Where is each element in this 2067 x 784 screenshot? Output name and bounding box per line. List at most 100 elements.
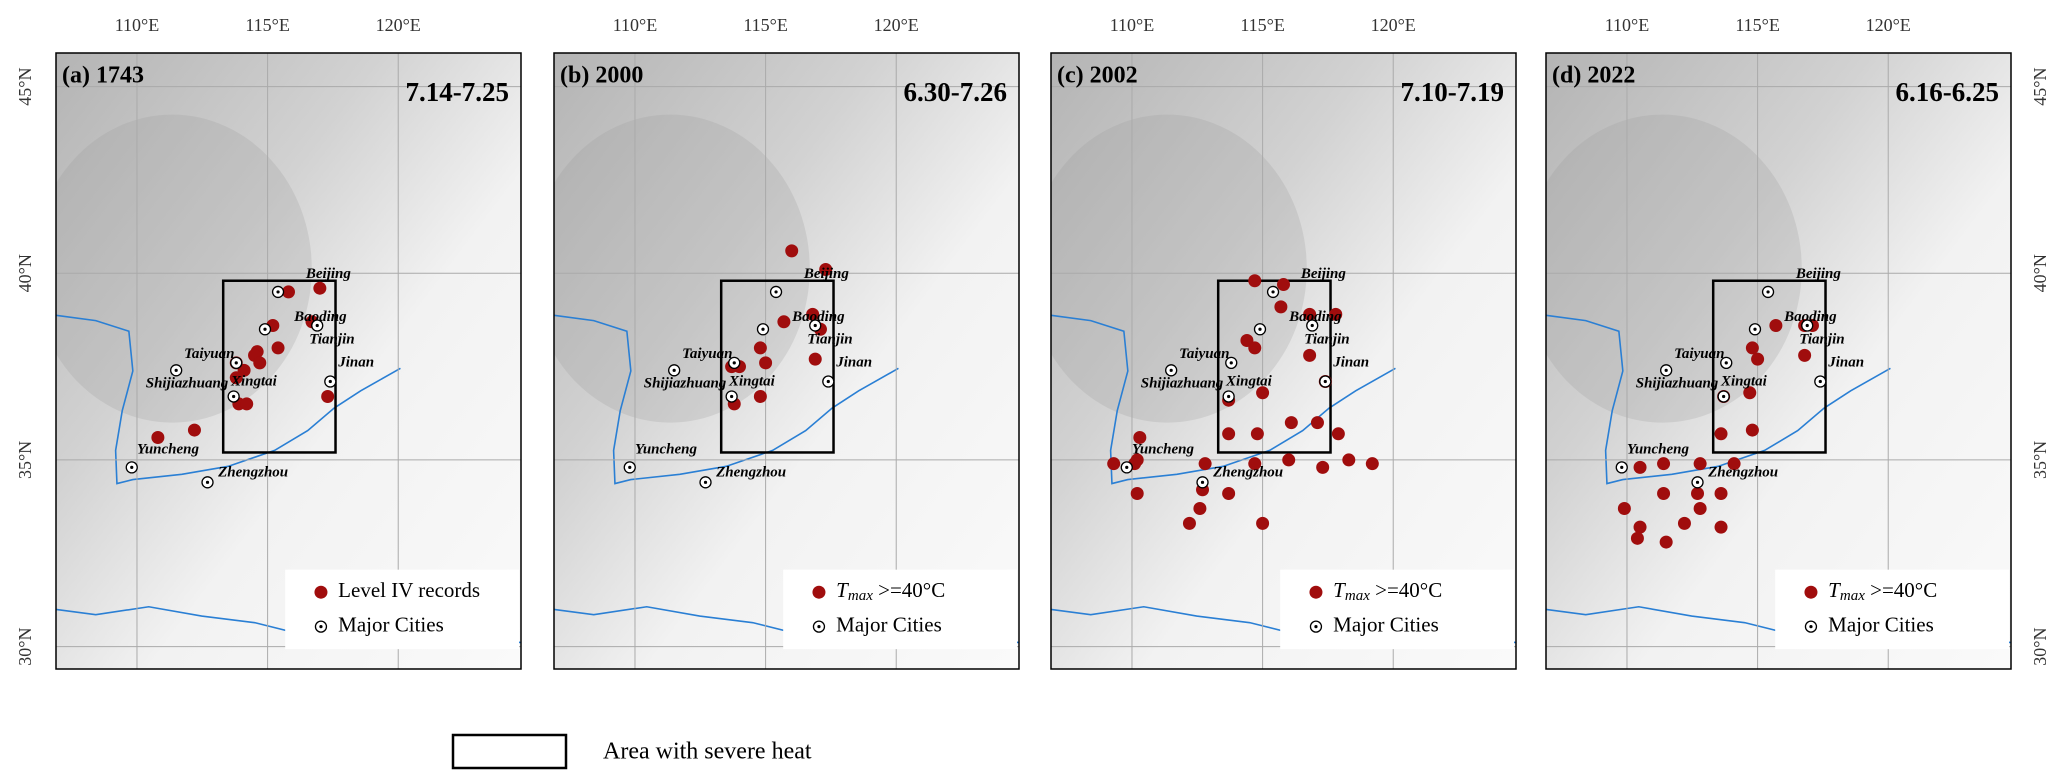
mountains — [56, 114, 312, 423]
legend-point-label: Tmax >=40°C — [1828, 578, 1937, 605]
city-marker-dot — [1805, 323, 1809, 328]
heat-box — [221, 279, 337, 454]
heat-point — [759, 356, 773, 370]
heat-box-legend-label: Area with severe heat — [603, 739, 812, 765]
heat-point — [1222, 487, 1236, 501]
legend-city-dot — [1314, 625, 1318, 629]
river — [554, 314, 899, 485]
city-marker-dot — [774, 290, 778, 294]
legend-text-part: T — [836, 578, 849, 602]
heat-point — [1248, 274, 1262, 288]
heat-point — [1222, 427, 1236, 441]
mountains — [554, 114, 810, 423]
lon-tick-label: 115°E — [743, 15, 788, 35]
period-label: 7.14-7.25 — [406, 77, 510, 107]
city-marker-dot — [1722, 394, 1726, 399]
lon-tick-label: 110°E — [1605, 15, 1650, 35]
heat-point — [1769, 319, 1783, 333]
city-marker-dot — [130, 465, 134, 469]
heat-point — [1691, 487, 1705, 501]
city-marker-dot — [1227, 394, 1231, 399]
city-label: Shijiazhuang — [1141, 376, 1224, 392]
city-marker-dot — [232, 394, 236, 399]
city-marker-dot — [628, 465, 632, 469]
city-label: Beijing — [305, 266, 352, 282]
map-panel: Beijing Baoding Tianjin Taiyuan Shijiazhuang… — [1545, 15, 2050, 670]
heat-point — [1714, 487, 1728, 501]
heat-point — [1659, 535, 1673, 549]
legend-point-label: Level IV records — [338, 578, 480, 602]
city-label: Beijing — [803, 266, 850, 282]
heat-point — [1256, 386, 1270, 400]
city-label: Jinan — [337, 354, 374, 370]
city-label: Tianjin — [807, 332, 852, 348]
heat-point — [1745, 423, 1759, 437]
river — [1546, 314, 1891, 485]
legend-box — [783, 569, 1017, 650]
heat-point — [753, 389, 767, 403]
lat-tick-label: 45°N — [15, 67, 35, 105]
terrain — [56, 53, 521, 669]
heat-point — [1657, 487, 1671, 501]
map-area: Beijing Baoding Tianjin Taiyuan Shijiazhuang… — [1546, 53, 2011, 669]
lon-tick-label: 115°E — [1240, 15, 1285, 35]
lat-tick-label: 35°N — [15, 441, 35, 479]
heat-point — [1284, 416, 1298, 430]
mountains — [1546, 114, 1802, 423]
heat-point — [1798, 348, 1812, 362]
period-label: 7.10-7.19 — [1401, 77, 1505, 107]
city-label: Yuncheng — [137, 442, 199, 458]
heat-box-legend-symbol — [451, 733, 568, 770]
heat-point — [1310, 416, 1324, 430]
map-area: Beijing Baoding Tianjin Taiyuan Shijiazhuang… — [554, 53, 1019, 669]
heat-point — [229, 371, 243, 385]
city-marker-dot — [732, 361, 736, 365]
heat-point — [1727, 457, 1741, 471]
panel-frame — [55, 52, 522, 670]
legend-point-symbol — [812, 585, 826, 599]
city-label: Xingtai — [728, 373, 776, 389]
terrain — [554, 53, 1019, 669]
city-marker-dot — [276, 290, 280, 294]
heat-point — [806, 307, 820, 321]
lat-tick-label: 45°N — [2030, 67, 2050, 105]
city-label: Zhengzhou — [1212, 464, 1283, 480]
city-marker-dot — [315, 323, 319, 328]
city-marker-dot — [1271, 290, 1275, 294]
lon-tick-label: 120°E — [1371, 15, 1416, 35]
panel-frame — [1050, 52, 1517, 670]
city-label: Jinan — [1332, 354, 1369, 370]
legend-point-symbol — [314, 585, 328, 599]
legend-point-label: Tmax >=40°C — [1333, 578, 1442, 605]
lat-tick-label: 40°N — [15, 254, 35, 292]
heat-point — [1248, 341, 1262, 355]
city-marker-dot — [328, 379, 332, 384]
city-marker-dot — [174, 368, 178, 372]
city-label: Zhengzhou — [715, 464, 786, 480]
city-marker-dot — [1258, 327, 1262, 331]
period-label: 6.30-7.26 — [904, 77, 1008, 107]
city-label: Jinan — [835, 354, 872, 370]
lat-tick-label: 40°N — [2030, 254, 2050, 292]
legend-text-part: T — [1828, 578, 1841, 602]
city-label: Xingtai — [1225, 373, 1273, 389]
city-marker-dot — [761, 327, 765, 331]
city-marker-dot — [263, 327, 267, 331]
heat-point — [151, 431, 165, 445]
city-label: Shijiazhuang — [146, 376, 229, 392]
panel-frame — [1545, 52, 2012, 670]
city-label: Beijing — [1795, 266, 1842, 282]
city-marker-dot — [205, 480, 210, 484]
panel-label: (c) 2002 — [1057, 63, 1138, 89]
map-panel: Beijing Baoding Tianjin Taiyuan Shijiazhuang… — [15, 15, 522, 670]
legend-text-part: max — [1840, 589, 1865, 605]
lon-tick-label: 110°E — [1110, 15, 1155, 35]
heat-point — [1282, 453, 1296, 467]
city-marker-dot — [703, 480, 708, 484]
heat-point — [1657, 457, 1671, 471]
heat-point — [1693, 457, 1707, 471]
legend-text-part: T — [1333, 578, 1346, 602]
city-label: Xingtai — [1720, 373, 1768, 389]
heat-point — [1714, 520, 1728, 534]
